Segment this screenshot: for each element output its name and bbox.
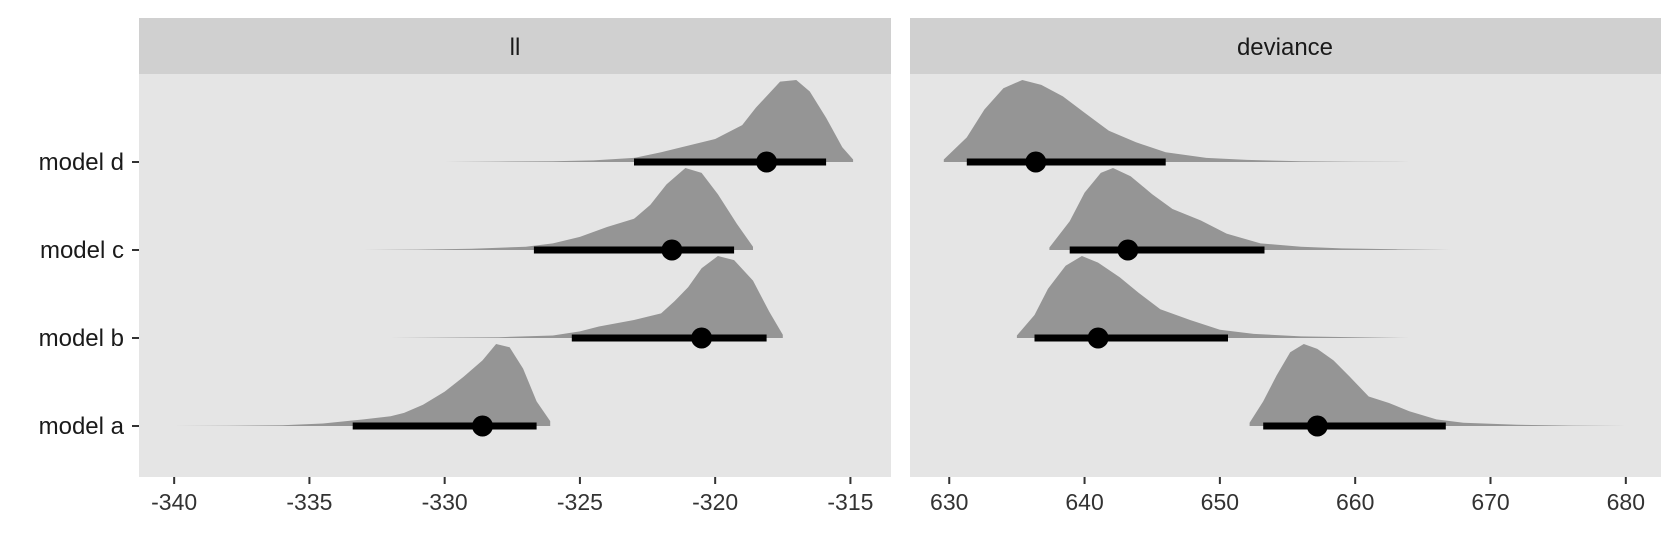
x-tick-label: 680 [1607, 489, 1645, 515]
point-model-d [756, 151, 778, 173]
point-model-d [1025, 151, 1047, 173]
point-model-b [691, 327, 713, 349]
x-tick-label: 640 [1065, 489, 1103, 515]
strip-background [139, 18, 891, 74]
x-tick-label: -320 [692, 489, 738, 515]
x-tick-label: 660 [1336, 489, 1374, 515]
y-tick-label: model a [39, 413, 125, 440]
x-tick-label: 650 [1201, 489, 1239, 515]
point-model-c [661, 239, 683, 261]
density-model-a [174, 344, 551, 426]
strip-label: ll [510, 34, 521, 61]
point-model-b [1087, 327, 1109, 349]
x-tick-label: -330 [422, 489, 468, 515]
density-model-a [1249, 344, 1626, 426]
panel-ll: ll -340 -335 -330 -325 -320 -315 [139, 18, 891, 515]
panel-marks [943, 80, 1626, 437]
point-model-a [1306, 415, 1328, 437]
y-axis: model a model b model c model d [39, 149, 139, 440]
x-axis: 630 640 650 660 670 680 [930, 477, 1645, 515]
density-model-d [943, 80, 1410, 162]
panel-marks [174, 80, 854, 437]
density-model-c [1049, 168, 1450, 250]
x-tick-label: 630 [930, 489, 968, 515]
density-model-d [444, 80, 854, 162]
y-tick-label: model b [39, 325, 124, 352]
x-tick-label: -325 [557, 489, 603, 515]
strip-background [910, 18, 1661, 74]
y-tick-label: model d [39, 149, 124, 176]
point-model-a [472, 415, 493, 437]
x-tick-label: -340 [151, 489, 197, 515]
y-tick-label: model c [40, 237, 124, 264]
x-tick-label: -315 [827, 489, 873, 515]
point-model-c [1117, 239, 1139, 261]
panel-deviance: deviance 630 640 650 660 670 680 [910, 18, 1661, 515]
density-model-c [363, 168, 753, 250]
x-axis: -340 -335 -330 -325 -320 -315 [151, 477, 873, 515]
x-tick-label: -335 [286, 489, 332, 515]
strip-label: deviance [1237, 34, 1333, 61]
density-model-b [390, 256, 783, 338]
x-tick-label: 670 [1471, 489, 1509, 515]
density-model-b [1016, 256, 1410, 338]
